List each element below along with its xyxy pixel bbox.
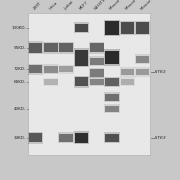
Bar bbox=[74, 22, 89, 33]
Bar bbox=[59, 43, 73, 52]
Bar bbox=[90, 58, 104, 65]
Bar bbox=[44, 66, 58, 73]
Text: 130KD-: 130KD- bbox=[11, 26, 26, 30]
Bar bbox=[90, 79, 104, 85]
Bar bbox=[104, 20, 120, 36]
Bar bbox=[74, 48, 89, 67]
Bar bbox=[58, 65, 74, 74]
Bar bbox=[59, 134, 73, 142]
Text: 34KD-: 34KD- bbox=[14, 136, 26, 140]
Bar bbox=[28, 13, 150, 155]
Bar bbox=[29, 133, 42, 142]
Bar bbox=[105, 134, 119, 142]
Bar bbox=[29, 65, 42, 73]
Bar bbox=[135, 54, 150, 64]
Bar bbox=[90, 69, 104, 76]
Bar bbox=[89, 56, 104, 66]
Bar bbox=[104, 49, 120, 66]
Text: MCF7: MCF7 bbox=[79, 0, 89, 11]
Bar bbox=[89, 68, 104, 78]
Text: -STK3: -STK3 bbox=[154, 70, 167, 74]
Bar bbox=[89, 77, 104, 86]
Text: 293T: 293T bbox=[33, 1, 42, 11]
Bar bbox=[136, 56, 149, 63]
Bar bbox=[58, 132, 74, 143]
Bar bbox=[75, 77, 88, 86]
Bar bbox=[104, 77, 120, 87]
Text: 95KD-: 95KD- bbox=[14, 46, 26, 50]
Bar bbox=[43, 42, 58, 54]
Bar bbox=[105, 78, 119, 86]
Text: 43KD-: 43KD- bbox=[14, 107, 26, 111]
Bar bbox=[105, 21, 119, 35]
Bar bbox=[135, 67, 150, 77]
Text: HeLa: HeLa bbox=[48, 1, 58, 11]
Bar bbox=[59, 66, 73, 72]
Text: Mouse liver: Mouse liver bbox=[109, 0, 128, 11]
Bar bbox=[104, 104, 120, 113]
Bar bbox=[90, 43, 104, 52]
Bar bbox=[28, 41, 43, 54]
Bar bbox=[136, 22, 149, 34]
Text: 65KD-: 65KD- bbox=[14, 80, 26, 84]
Bar bbox=[44, 43, 58, 52]
Bar bbox=[136, 69, 149, 75]
Bar bbox=[104, 92, 120, 102]
Bar bbox=[75, 50, 88, 66]
Bar bbox=[58, 42, 74, 54]
Bar bbox=[120, 77, 135, 86]
Bar bbox=[75, 133, 88, 143]
Bar bbox=[89, 42, 104, 54]
Bar bbox=[121, 69, 134, 75]
Bar bbox=[105, 94, 119, 101]
Bar bbox=[105, 106, 119, 112]
Bar bbox=[74, 131, 89, 144]
Bar bbox=[120, 67, 135, 77]
Text: Mouse brain: Mouse brain bbox=[125, 0, 145, 11]
Bar bbox=[105, 51, 119, 64]
Bar bbox=[104, 132, 120, 143]
Bar bbox=[28, 64, 43, 75]
Bar bbox=[29, 43, 42, 53]
Bar bbox=[44, 79, 58, 85]
Text: Jurkat: Jurkat bbox=[63, 0, 75, 11]
Bar bbox=[121, 22, 134, 34]
Bar bbox=[74, 76, 89, 88]
Bar bbox=[120, 21, 135, 35]
Text: 72KD-: 72KD- bbox=[14, 67, 26, 71]
Text: NIH3T3: NIH3T3 bbox=[94, 0, 107, 11]
Bar bbox=[28, 132, 43, 144]
Bar bbox=[75, 24, 88, 32]
Bar bbox=[43, 64, 58, 74]
Text: Mouse kidney: Mouse kidney bbox=[140, 0, 162, 11]
Bar bbox=[43, 78, 58, 86]
Bar bbox=[121, 79, 134, 85]
Bar bbox=[135, 21, 150, 35]
Text: -STK3: -STK3 bbox=[154, 136, 167, 140]
